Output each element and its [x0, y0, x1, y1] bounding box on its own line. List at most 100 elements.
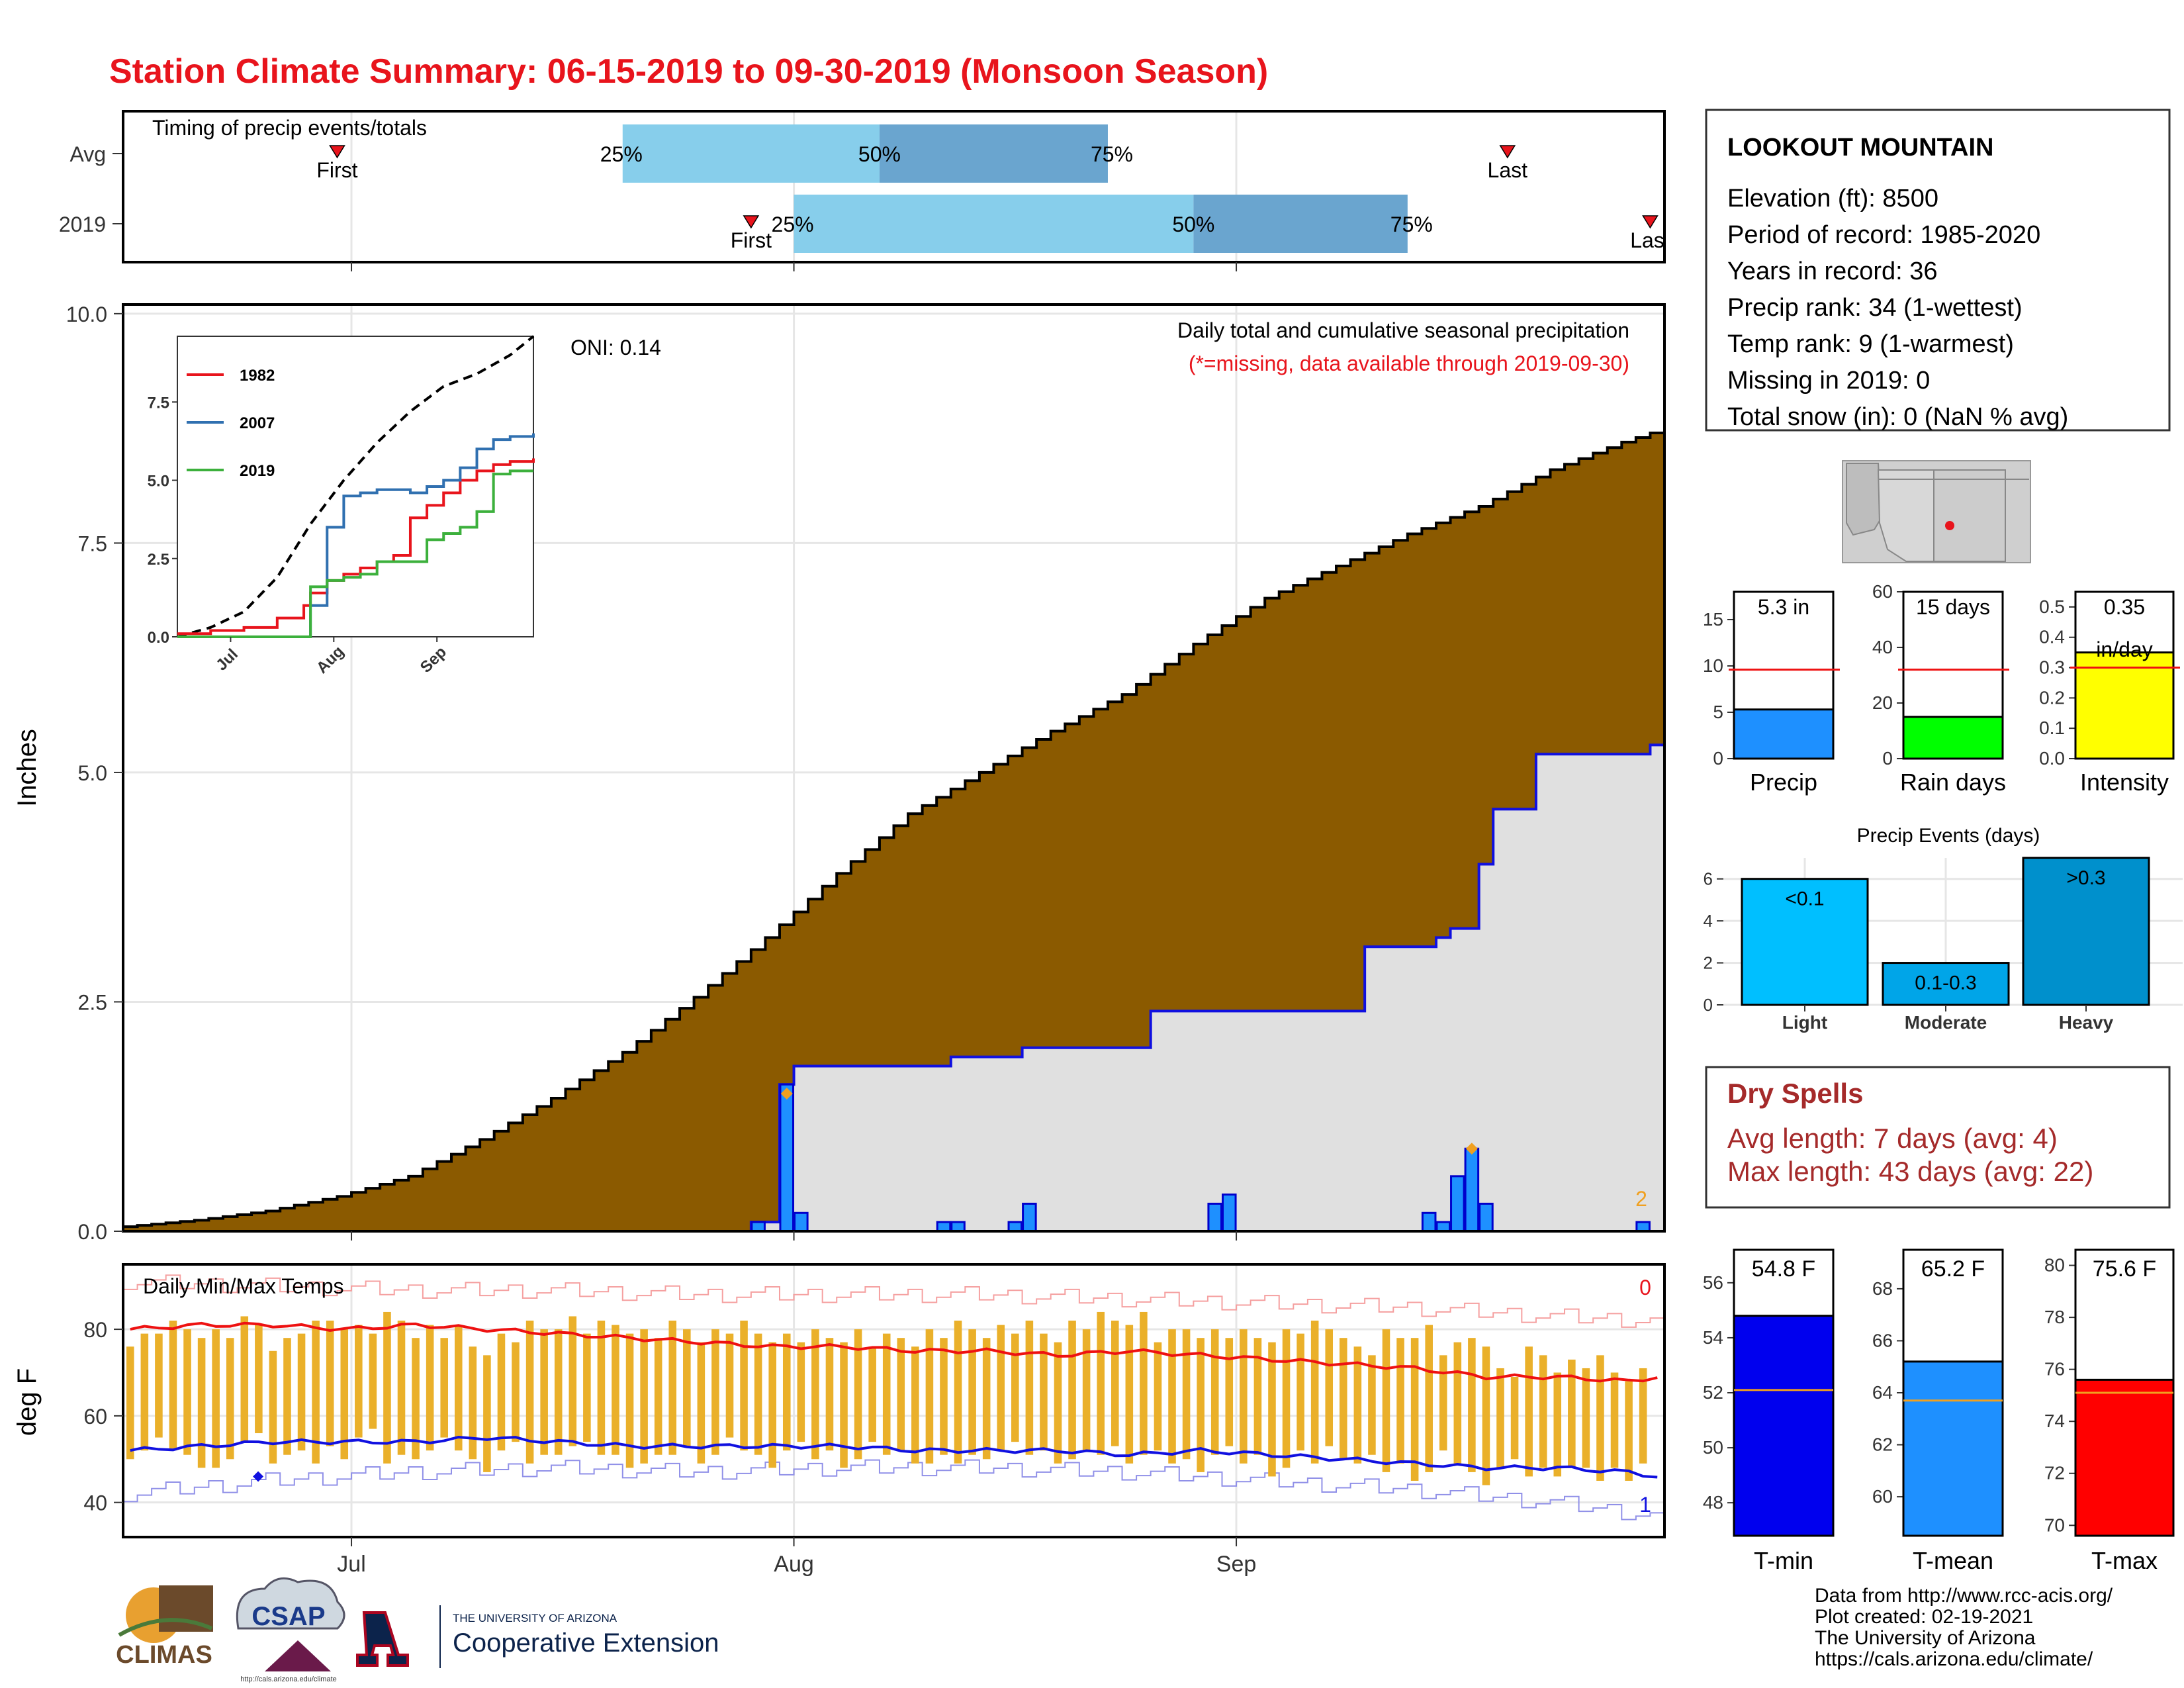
- tbar-axis-label: T-min: [1754, 1547, 1813, 1574]
- precip-y-tick-label: 7.5: [78, 532, 107, 555]
- daily-temp-bar: [340, 1329, 349, 1460]
- daily-precip-bar: [1421, 1211, 1437, 1233]
- daily-temp-bar: [369, 1333, 377, 1429]
- daily-precip-bar: [950, 1221, 966, 1233]
- summary-y-tick-label: 0: [1882, 748, 1893, 769]
- record-min-line: [123, 1459, 1664, 1521]
- daily-temp-bar: [1025, 1321, 1034, 1455]
- precip-y-axis-label: Inches: [13, 729, 42, 807]
- event-category-label: Heavy: [2059, 1012, 2114, 1033]
- summary-y-tick-label: 0.5: [2039, 596, 2065, 617]
- avg-max-line: [130, 1321, 1658, 1383]
- summary-y-tick-label: 0.4: [2039, 627, 2065, 647]
- daily-precip-bar: [1435, 1221, 1451, 1233]
- events-y-tick-label: 0: [1704, 995, 1713, 1015]
- last-event-marker: [1642, 215, 1659, 229]
- station-info-line: Temp rank: 9 (1-warmest): [1727, 330, 2014, 358]
- daily-temp-bar: [825, 1338, 834, 1451]
- daily-temp-bar: [1553, 1372, 1562, 1477]
- record-min-count: 1: [1639, 1493, 1651, 1517]
- tbar-y-tick-label: 66: [1872, 1330, 1893, 1350]
- precip-y-tick-label: 10.0: [66, 303, 107, 326]
- daily-temp-bar: [1282, 1329, 1291, 1468]
- station-info-line: Total snow (in): 0 (NaN % avg): [1727, 403, 2068, 431]
- first-event-marker: [743, 215, 760, 229]
- record-precip-marker: [780, 1088, 793, 1100]
- daily-temp-bar: [1011, 1333, 1019, 1442]
- daily-temp-bar: [326, 1321, 334, 1446]
- daily-temp-bar: [155, 1333, 163, 1438]
- temps-y-tick-label: 80: [83, 1318, 107, 1342]
- ua-logo-line2: Cooperative Extension: [453, 1628, 719, 1658]
- daily-temp-bar: [1140, 1311, 1148, 1455]
- events-y-tick-label: 2: [1704, 953, 1713, 973]
- last-event-marker: [1499, 145, 1516, 159]
- precip-y-tick-label: 5.0: [78, 761, 107, 785]
- daily-precip-bar: [1207, 1202, 1222, 1233]
- csap-logo-mountain: [265, 1640, 331, 1671]
- timing-p75-label: 75%: [1091, 142, 1133, 166]
- daily-temp-bar: [1325, 1329, 1334, 1446]
- daily-temp-bar: [1040, 1333, 1048, 1451]
- timing-bar-50-75: [879, 124, 1108, 183]
- daily-temp-bar: [1368, 1355, 1376, 1455]
- summary-bar-intensity: [2074, 651, 2175, 760]
- daily-temp-bar: [1182, 1329, 1191, 1460]
- daily-temp-bar: [126, 1346, 134, 1460]
- tbar-y-tick-label: 50: [1703, 1437, 1723, 1458]
- daily-temp-bar: [768, 1342, 776, 1468]
- daily-precip-bar: [1464, 1147, 1480, 1233]
- timing-p75-label: 75%: [1390, 212, 1433, 236]
- daily-temp-bar: [1639, 1368, 1647, 1464]
- temps-panel: 40 60 80 Jul Aug Sep deg F Daily Min/Max Temps 0…: [13, 1263, 1666, 1577]
- summary-y-tick-label: 20: [1872, 692, 1893, 713]
- event-bar-label: 0.1-0.3: [1915, 972, 1976, 994]
- daily-temp-bar: [1625, 1381, 1633, 1481]
- precip-y-tick-label: 0.0: [78, 1220, 107, 1244]
- inset-frame: [177, 336, 534, 637]
- daily-temp-bar: [897, 1338, 905, 1451]
- footer-credit-line: https://cals.arizona.edu/climate/: [1815, 1648, 2093, 1670]
- timing-p25-label: 25%: [600, 142, 643, 166]
- daily-temp-bar: [1382, 1329, 1390, 1472]
- daily-temp-bar: [426, 1325, 434, 1451]
- first-event-label: First: [316, 158, 357, 182]
- timing-p50-label: 50%: [1172, 212, 1214, 236]
- summary-y-tick-label: 60: [1872, 581, 1893, 602]
- daily-temp-bar: [297, 1333, 306, 1451]
- daily-temp-bar: [1082, 1329, 1091, 1451]
- daily-temp-bar: [683, 1329, 691, 1446]
- daily-temp-bar: [754, 1333, 762, 1455]
- daily-temp-bar: [355, 1325, 363, 1438]
- daily-temp-bar: [312, 1321, 320, 1464]
- tbar-t-mean: [1902, 1360, 2004, 1537]
- daily-temp-bar: [1453, 1342, 1462, 1464]
- csap-logo-text: CSAP: [251, 1602, 325, 1631]
- timing-p50-label: 50%: [858, 142, 901, 166]
- timing-frame: [122, 110, 1666, 263]
- event-category-label: Moderate: [1905, 1012, 1987, 1033]
- daily-temp-bar: [840, 1342, 848, 1468]
- daily-temp-bar: [226, 1338, 234, 1460]
- inset-legend-label: 2019: [240, 462, 275, 480]
- station-info-line: Years in record: 36: [1727, 258, 1938, 285]
- temps-y-axis-label: deg F: [13, 1368, 42, 1436]
- tbar-y-tick-label: 60: [1872, 1486, 1893, 1507]
- daily-temp-bar: [782, 1333, 791, 1451]
- footer-credit-line: Data from http://www.rcc-acis.org/: [1815, 1585, 2113, 1607]
- summary-bar-precip: [1733, 708, 1835, 760]
- tbar-y-tick-label: 76: [2044, 1359, 2065, 1380]
- inset-series-average: [177, 335, 535, 638]
- temps-y-tick-label: 40: [83, 1491, 107, 1515]
- event-category-label: Light: [1782, 1012, 1827, 1033]
- timing-row-label: 2019: [59, 212, 106, 236]
- station-info-line: Period of record: 1985-2020: [1727, 221, 2040, 249]
- daily-temp-bar: [1353, 1346, 1362, 1464]
- daily-temp-bar: [1410, 1338, 1419, 1481]
- daily-temp-bar: [512, 1342, 520, 1442]
- daily-temp-bar: [1168, 1329, 1176, 1464]
- inset-legend-label: 1982: [240, 367, 275, 385]
- daily-temp-bar: [1054, 1342, 1062, 1464]
- station-info-line: Precip rank: 34 (1-wettest): [1727, 294, 2023, 322]
- summary-y-tick-label: 15: [1703, 609, 1723, 630]
